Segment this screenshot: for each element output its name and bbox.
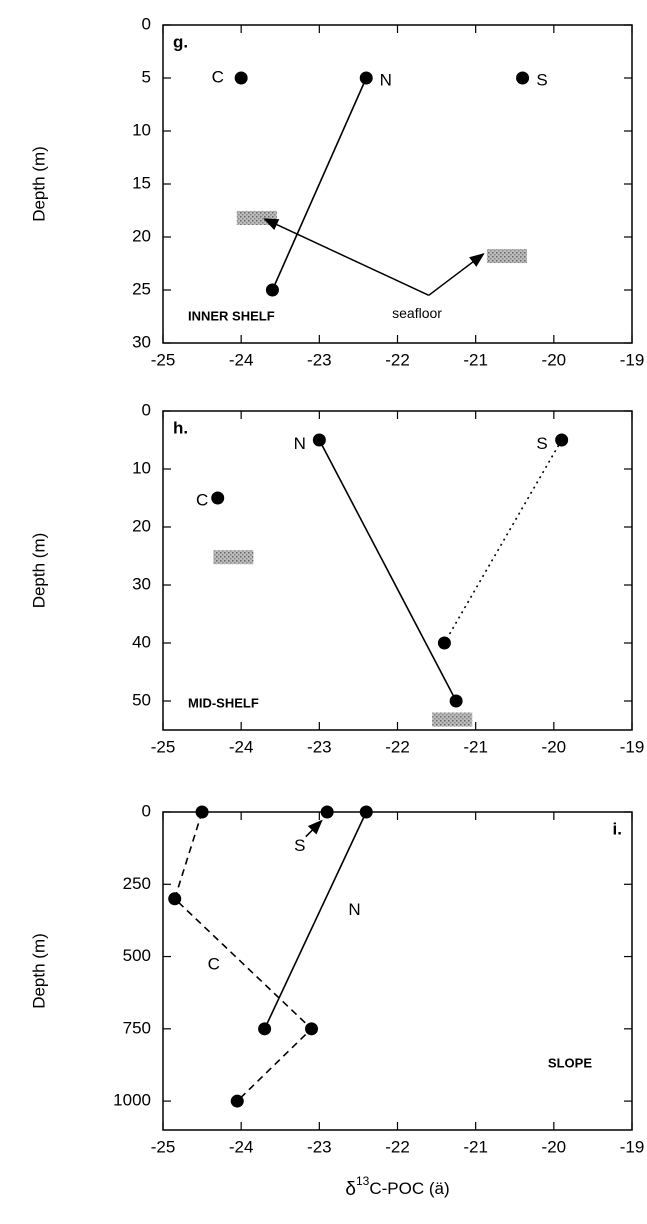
x-label-superscript: 13	[356, 1174, 370, 1188]
y-tick-label: 5	[142, 67, 151, 86]
x-tick-label: -22	[385, 350, 410, 369]
data-point	[234, 71, 248, 85]
panel-label: i.	[613, 819, 622, 838]
series-label: C	[212, 67, 224, 86]
y-tick-label: 20	[132, 226, 151, 245]
x-tick-label: -21	[463, 1137, 488, 1156]
x-label-text: C-POC (ä)	[369, 1179, 449, 1198]
data-point	[258, 1022, 272, 1036]
x-tick-label: -20	[542, 737, 567, 756]
series-line	[443, 439, 563, 644]
y-tick-label: 50	[132, 690, 151, 709]
y-tick-label: 10	[132, 458, 151, 477]
panel-label: g.	[173, 32, 188, 51]
annotation-arrow	[428, 253, 485, 296]
series-label: N	[348, 900, 360, 919]
x-tick-label: -24	[229, 350, 254, 369]
seafloor-patch	[236, 210, 277, 225]
y-tick-label: 500	[123, 946, 151, 965]
x-tick-label: -20	[542, 350, 567, 369]
x-tick-label: -22	[385, 1137, 410, 1156]
x-tick-label: -25	[151, 350, 176, 369]
series-label: S	[294, 836, 305, 855]
series-label: N	[294, 434, 306, 453]
y-axis-label: Depth (m)	[29, 146, 48, 222]
series-line	[318, 439, 457, 702]
series-label: S	[536, 434, 547, 453]
seafloor-patch	[486, 249, 527, 264]
data-point	[305, 1022, 319, 1036]
y-tick-label: 1000	[113, 1091, 151, 1110]
y-tick-label: 20	[132, 516, 151, 535]
plot-frame	[162, 24, 633, 344]
x-tick-label: -20	[542, 1137, 567, 1156]
x-tick-label: -19	[620, 737, 645, 756]
x-tick-label: -25	[151, 737, 176, 756]
series-label: C	[196, 490, 208, 509]
data-point	[195, 805, 209, 819]
series-line	[271, 77, 367, 291]
x-label-symbol: δ	[345, 1179, 356, 1200]
plot-frame	[162, 811, 633, 1131]
series-line	[173, 811, 313, 1102]
y-tick-label: 750	[123, 1018, 151, 1037]
x-tick-label: -24	[229, 737, 254, 756]
data-point	[437, 636, 451, 650]
series-label: N	[380, 71, 392, 90]
region-label: MID-SHELF	[188, 695, 259, 710]
y-tick-label: 15	[132, 173, 151, 192]
series-label: S	[536, 71, 547, 90]
seafloor-patch	[213, 550, 254, 565]
x-tick-label: -23	[307, 737, 332, 756]
data-point	[359, 805, 373, 819]
data-point	[230, 1094, 244, 1108]
data-point	[449, 694, 463, 708]
y-tick-label: 40	[132, 632, 151, 651]
y-tick-label: 0	[142, 801, 151, 820]
data-point	[265, 283, 279, 297]
x-tick-label: -21	[463, 737, 488, 756]
data-point	[359, 71, 373, 85]
data-point	[211, 491, 225, 505]
seafloor-patch	[432, 712, 473, 727]
x-tick-label: -25	[151, 1137, 176, 1156]
data-point	[312, 433, 326, 447]
data-point	[320, 805, 334, 819]
x-axis-label: δ13C-POC (ä)	[345, 1174, 449, 1200]
region-label: INNER SHELF	[188, 308, 275, 323]
series-label-arrow	[305, 819, 323, 838]
y-tick-label: 30	[132, 574, 151, 593]
series-label: C	[208, 955, 220, 974]
x-tick-label: -24	[229, 1137, 254, 1156]
series-line	[263, 811, 367, 1030]
x-tick-label: -23	[307, 1137, 332, 1156]
annotation-arrow	[263, 218, 430, 296]
y-tick-label: 250	[123, 874, 151, 893]
y-axis-label: Depth (m)	[29, 933, 48, 1009]
x-tick-label: -19	[620, 1137, 645, 1156]
y-tick-label: 0	[142, 14, 151, 33]
data-point	[168, 892, 182, 906]
annotation: seafloor	[392, 305, 442, 321]
panel-label: h.	[173, 418, 188, 437]
x-tick-label: -19	[620, 350, 645, 369]
x-tick-label: -21	[463, 350, 488, 369]
y-tick-label: 0	[142, 400, 151, 419]
x-tick-label: -22	[385, 737, 410, 756]
x-tick-label: -23	[307, 350, 332, 369]
y-tick-label: 10	[132, 120, 151, 139]
y-tick-label: 30	[132, 332, 151, 351]
y-axis-label: Depth (m)	[29, 533, 48, 609]
data-point	[555, 433, 569, 447]
region-label: SLOPE	[548, 1055, 592, 1070]
data-point	[516, 71, 530, 85]
plot-frame	[162, 410, 633, 731]
y-tick-label: 25	[132, 279, 151, 298]
